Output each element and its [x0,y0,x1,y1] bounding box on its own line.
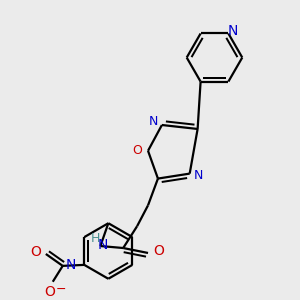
Text: O: O [44,285,55,299]
Text: O: O [31,245,41,259]
Text: N: N [227,23,238,38]
Text: H: H [91,232,100,244]
Text: N: N [97,238,108,252]
Text: −: − [56,283,66,296]
Text: N: N [65,258,76,272]
Text: O: O [154,244,164,258]
Text: N: N [148,115,158,128]
Text: O: O [132,144,142,157]
Text: N: N [194,169,203,182]
